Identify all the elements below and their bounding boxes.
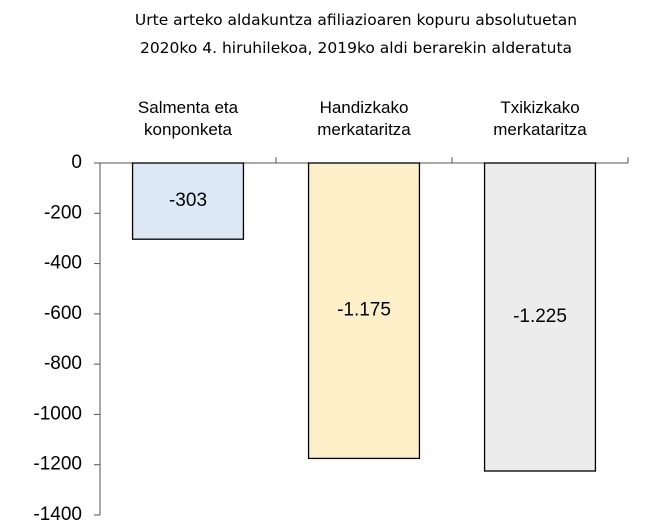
y-tick-label: -1000 xyxy=(33,403,82,424)
y-tick-label: -1200 xyxy=(33,454,82,475)
value-label: -1.225 xyxy=(513,306,567,327)
value-label: -1.175 xyxy=(337,300,391,321)
value-label: -303 xyxy=(169,190,207,211)
y-tick-label: -800 xyxy=(44,353,82,374)
bar xyxy=(307,162,421,460)
chart-title: Urte arteko aldakuntza afiliazioaren kop… xyxy=(135,11,577,57)
x-tick-label: Handizkako merkataritza xyxy=(317,98,411,139)
y-tick-label: -1400 xyxy=(33,504,82,524)
y-tick-label: -600 xyxy=(44,303,82,324)
y-tick-label: -200 xyxy=(44,202,82,223)
x-tick-label: Salmenta eta konponketa xyxy=(138,98,239,139)
bar xyxy=(483,162,597,472)
x-tick-label: Txikizkako merkataritza xyxy=(493,98,587,139)
y-tick-label: 0 xyxy=(71,152,82,173)
bar xyxy=(131,162,245,240)
y-tick-label: -400 xyxy=(44,253,82,274)
